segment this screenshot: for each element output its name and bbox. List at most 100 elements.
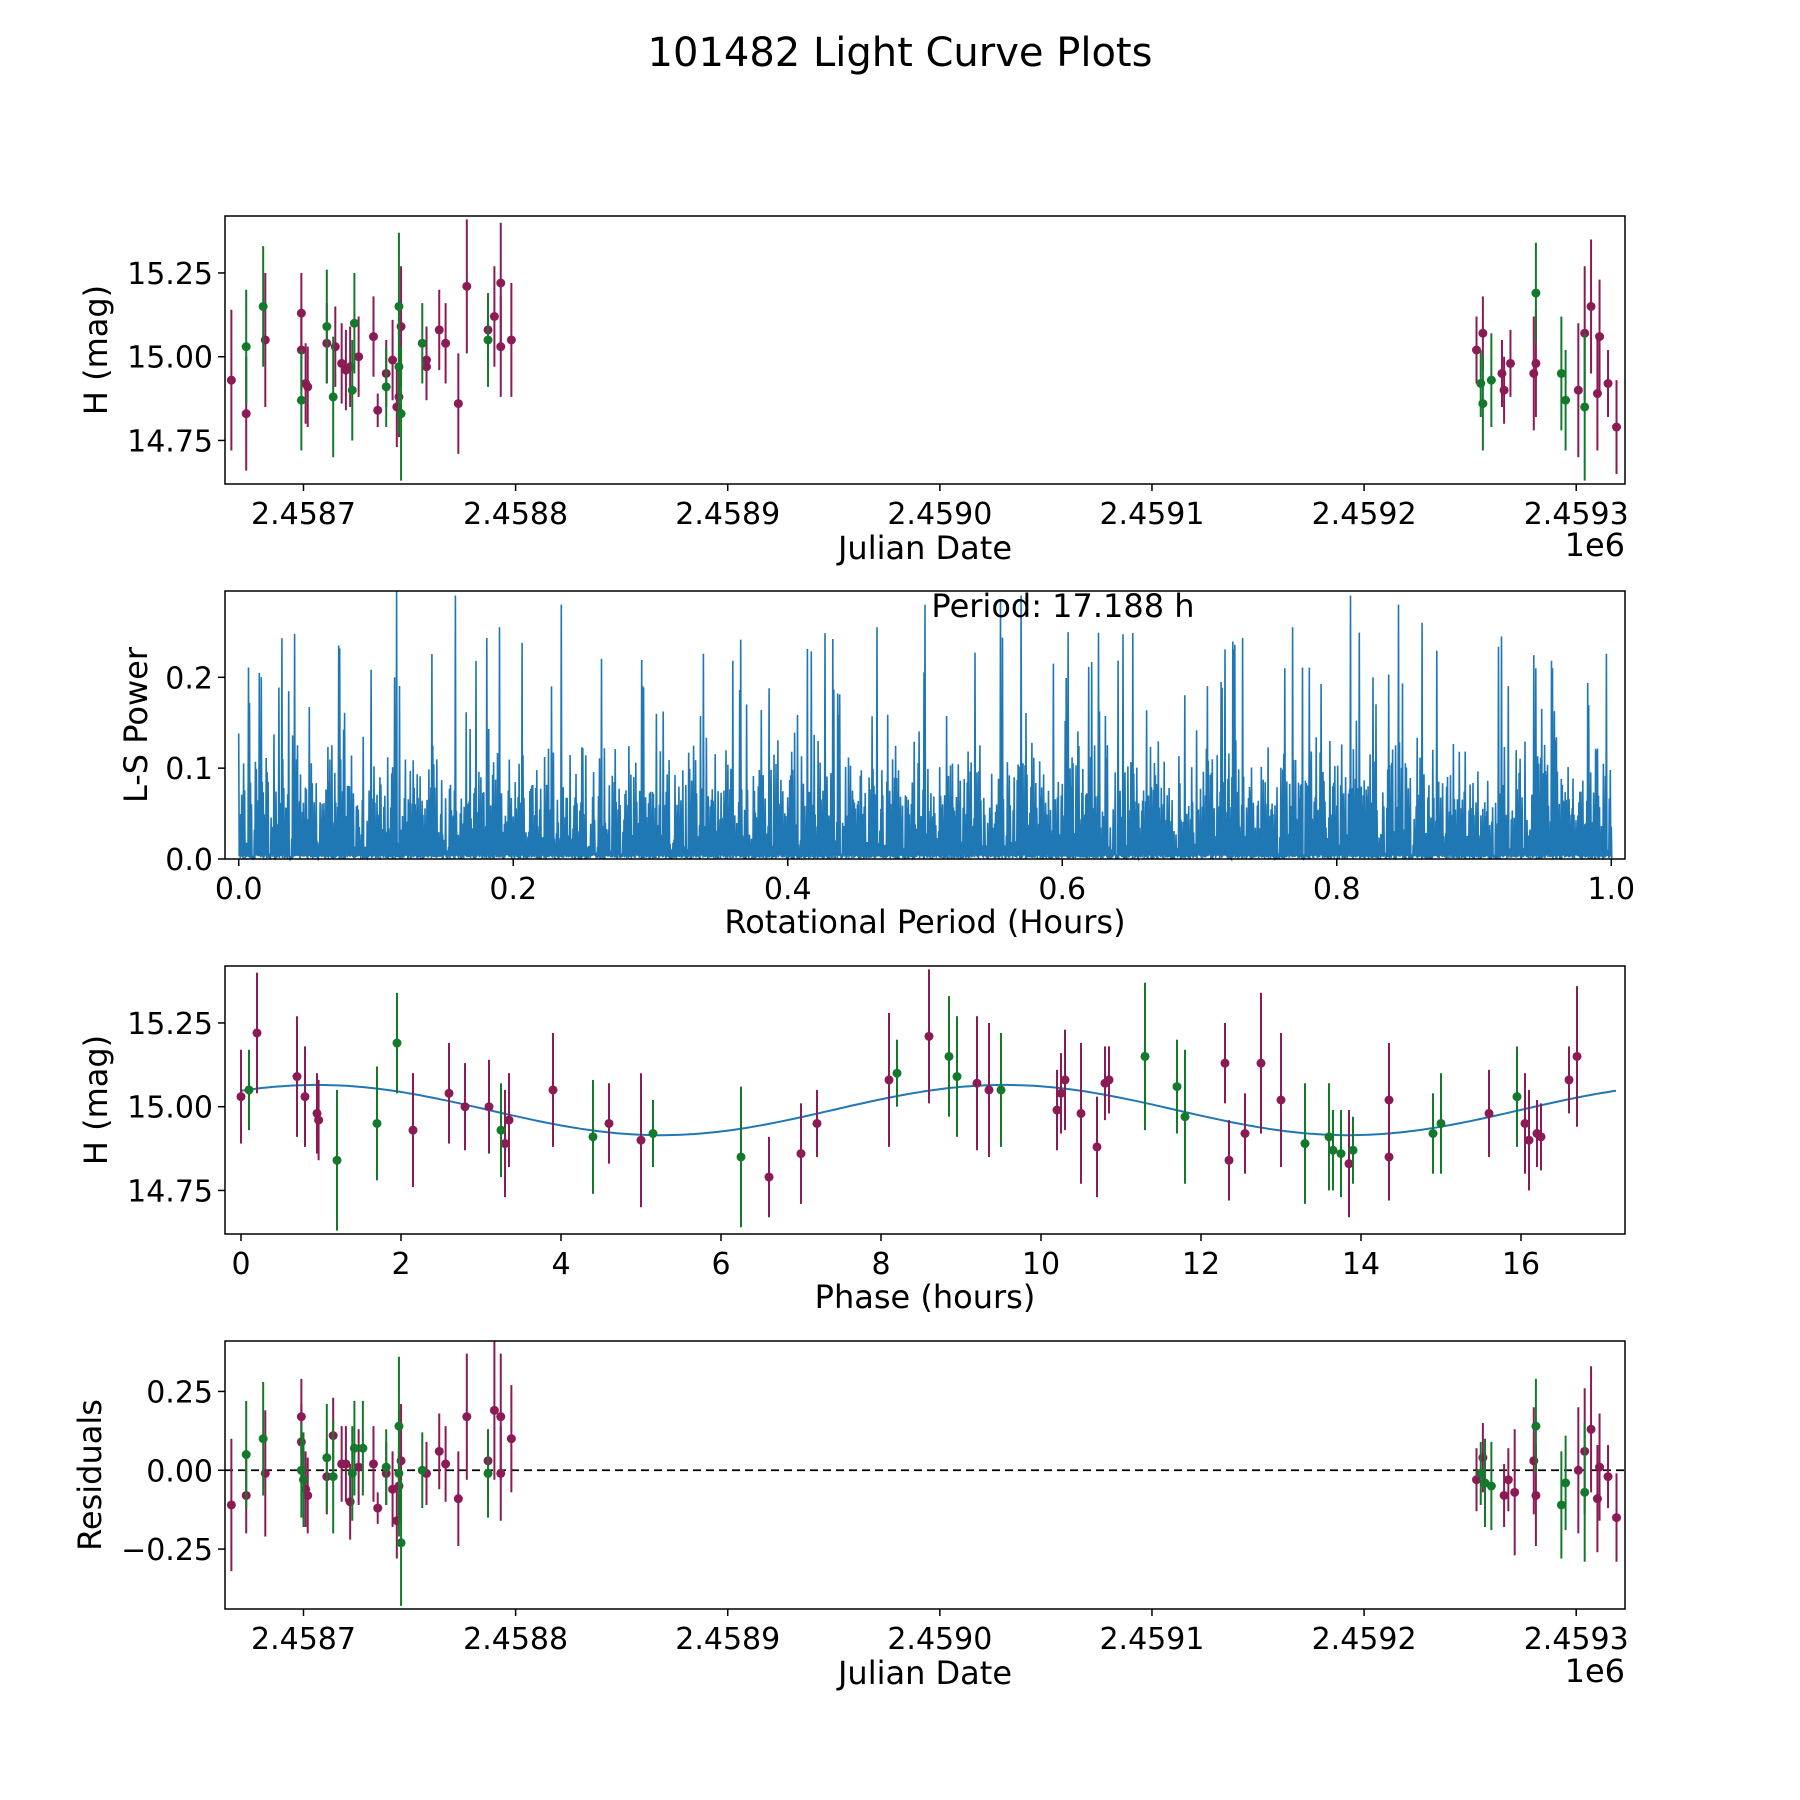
folded-purple-point bbox=[1384, 1152, 1394, 1162]
residuals-green-point bbox=[381, 1462, 391, 1472]
raw-x-tick-label: 2.4593 bbox=[1524, 497, 1629, 532]
raw-purple-point bbox=[337, 358, 347, 368]
raw-purple-point bbox=[226, 375, 236, 385]
raw-purple-point bbox=[441, 338, 451, 348]
periodogram-x-tick-label: 0.2 bbox=[489, 872, 537, 907]
raw-y-tick-label: 15.00 bbox=[127, 341, 213, 376]
residuals-purple-point bbox=[260, 1468, 270, 1478]
residuals-green-point bbox=[1531, 1421, 1541, 1431]
residuals-green-point bbox=[1580, 1487, 1590, 1497]
folded-purple-point bbox=[1240, 1129, 1250, 1138]
periodogram-x-tick-label: 1.0 bbox=[1587, 872, 1635, 907]
folded-green-point bbox=[996, 1085, 1006, 1095]
folded-purple-point bbox=[812, 1118, 822, 1128]
residuals-purple-point bbox=[373, 1503, 383, 1513]
raw-purple-point bbox=[1612, 422, 1622, 432]
raw-green-point bbox=[1561, 395, 1571, 405]
residuals-purple-point bbox=[226, 1500, 236, 1510]
periodogram-x-tick-label: 0.8 bbox=[1313, 872, 1361, 907]
residuals-purple-point bbox=[1478, 1453, 1488, 1463]
raw-green-point bbox=[1580, 402, 1590, 412]
residuals-purple-point bbox=[496, 1412, 506, 1422]
residuals-purple-point bbox=[441, 1459, 451, 1469]
raw-purple-point bbox=[506, 335, 516, 345]
residuals-purple-point bbox=[1531, 1490, 1541, 1500]
period-annotation: Period: 17.188 h bbox=[931, 587, 1194, 625]
folded-purple-point bbox=[500, 1139, 510, 1149]
folded-green-point bbox=[1324, 1132, 1334, 1142]
residuals-green-point bbox=[396, 1538, 406, 1548]
raw-green-point bbox=[1556, 368, 1566, 378]
folded-y-tick-label: 14.75 bbox=[127, 1174, 213, 1209]
raw-purple-point bbox=[388, 355, 398, 365]
periodogram-y-tick-label: 0.2 bbox=[165, 661, 213, 696]
folded-purple-point bbox=[636, 1135, 646, 1145]
residuals-green-point bbox=[417, 1465, 427, 1475]
folded-purple-point bbox=[1572, 1051, 1582, 1061]
periodogram-x-tick-label: 0.0 bbox=[215, 872, 263, 907]
folded-purple-point bbox=[444, 1088, 454, 1098]
folded-purple-point bbox=[1520, 1118, 1530, 1128]
raw-purple-point bbox=[1529, 368, 1539, 378]
raw-x-tick-label: 2.4591 bbox=[1099, 497, 1204, 532]
folded-plot-frame bbox=[224, 965, 1626, 1235]
raw-green-point bbox=[1476, 379, 1486, 388]
folded-y-tick-label: 15.00 bbox=[127, 1091, 213, 1126]
folded-purple-point bbox=[252, 1028, 262, 1038]
folded-green-point bbox=[1436, 1118, 1446, 1128]
residuals-purple-point bbox=[368, 1459, 378, 1469]
folded-purple-point bbox=[796, 1149, 806, 1159]
raw-purple-point bbox=[496, 342, 506, 352]
folded-green-point bbox=[588, 1132, 598, 1142]
residuals-green-point bbox=[483, 1468, 493, 1478]
folded-x-tick-label: 14 bbox=[1342, 1247, 1380, 1282]
residuals-plot-frame bbox=[224, 1340, 1626, 1610]
folded-purple-point bbox=[460, 1102, 470, 1112]
folded-purple-point bbox=[292, 1072, 302, 1082]
folded-purple-point bbox=[408, 1125, 418, 1135]
raw-green-point bbox=[328, 392, 338, 402]
residuals-purple-point bbox=[462, 1412, 472, 1422]
folded-purple-point bbox=[1056, 1088, 1066, 1098]
raw-x-tick-label: 2.4588 bbox=[463, 497, 568, 532]
folded-x-axis-label: Phase (hours) bbox=[815, 1278, 1036, 1316]
folded-purple-point bbox=[764, 1172, 774, 1182]
periodogram-x-axis-label: Rotational Period (Hours) bbox=[724, 903, 1125, 941]
raw-y-axis-label: H (mag) bbox=[77, 285, 115, 415]
folded-purple-point bbox=[1276, 1095, 1286, 1105]
folded-purple-point bbox=[300, 1092, 310, 1102]
raw-green-point bbox=[258, 301, 268, 311]
residuals-purple-point bbox=[1592, 1494, 1602, 1504]
folded-x-tick-label: 4 bbox=[551, 1247, 570, 1282]
folded-green-point bbox=[952, 1072, 962, 1082]
residuals-purple-point bbox=[489, 1405, 499, 1415]
raw-purple-point bbox=[1505, 358, 1515, 368]
raw-purple-point bbox=[1478, 328, 1488, 338]
folded-green-point bbox=[1180, 1112, 1190, 1122]
raw-x-tick-label: 2.4589 bbox=[675, 497, 780, 532]
folded-purple-point bbox=[984, 1085, 994, 1095]
raw-x-tick-label: 2.4587 bbox=[251, 497, 356, 532]
folded-purple-point bbox=[1564, 1075, 1574, 1085]
residuals-purple-point bbox=[354, 1462, 364, 1472]
residuals-purple-point bbox=[396, 1456, 406, 1466]
raw-purple-point bbox=[368, 332, 378, 342]
raw-purple-point bbox=[330, 342, 340, 352]
residuals-purple-point bbox=[303, 1490, 313, 1500]
residuals-green-point bbox=[1561, 1478, 1571, 1488]
folded-purple-point bbox=[604, 1118, 614, 1128]
folded-x-tick-label: 10 bbox=[1022, 1247, 1060, 1282]
periodogram-y-tick-label: 0.1 bbox=[165, 752, 213, 787]
residuals-purple-point bbox=[453, 1494, 463, 1504]
residuals-y-tick-label: −0.25 bbox=[121, 1533, 213, 1568]
periodogram-y-axis-label: L-S Power bbox=[117, 646, 155, 803]
folded-purple-point bbox=[484, 1102, 494, 1112]
residuals-purple-point bbox=[496, 1468, 506, 1478]
residuals-green-point bbox=[258, 1434, 268, 1444]
raw-purple-point bbox=[1573, 385, 1583, 395]
folded-green-point bbox=[736, 1152, 746, 1162]
folded-y-axis-label: H (mag) bbox=[77, 1035, 115, 1165]
folded-purple-point bbox=[1256, 1058, 1266, 1068]
raw-light-curve-panel: 2.4587 2.4588 2.4589 2.4590 2.4591 2.4592 2.45… bbox=[77, 215, 1629, 567]
periodogram-plot-frame bbox=[224, 590, 1626, 860]
